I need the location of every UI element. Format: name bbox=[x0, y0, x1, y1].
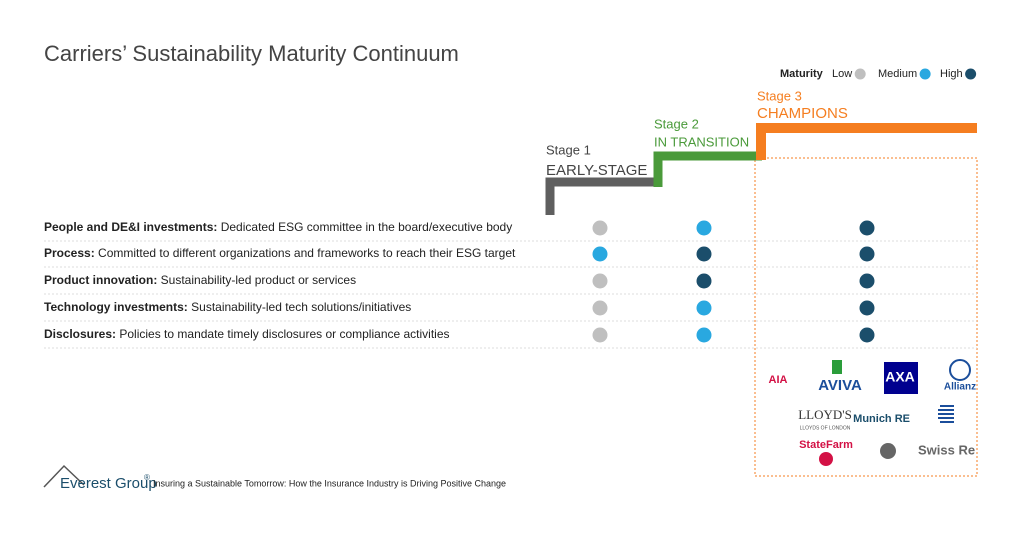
legend-swatch bbox=[854, 68, 866, 80]
logos: AIA AVIVA AXA Allianz LLOYD'S LLOYDS OF LONDO… bbox=[769, 359, 976, 466]
maturity-dot bbox=[859, 220, 875, 236]
aviva-icon bbox=[832, 360, 842, 374]
row-description: Dedicated ESG committee in the board/exe… bbox=[221, 220, 513, 234]
allianz-icon bbox=[949, 359, 971, 381]
row-description: Sustainability-led tech solutions/initia… bbox=[191, 300, 411, 314]
stage-step bbox=[545, 177, 662, 215]
row-description: Committed to different organizations and… bbox=[98, 246, 516, 260]
logo: Allianz bbox=[944, 382, 976, 393]
legend-item: Medium bbox=[878, 68, 917, 80]
maturity-dot bbox=[592, 220, 608, 236]
logo: Munich RE bbox=[853, 413, 910, 425]
maturity-dot bbox=[592, 273, 608, 289]
row-text: People and DE&I investments: Dedicated E… bbox=[44, 220, 512, 234]
maturity-dot bbox=[859, 300, 875, 316]
row-label: Product innovation: bbox=[44, 273, 157, 287]
maturity-dot bbox=[696, 300, 712, 316]
logo: AIA bbox=[769, 374, 788, 386]
swissre-icon bbox=[880, 443, 896, 459]
legend-swatch bbox=[919, 68, 931, 80]
row-description: Sustainability-led product or services bbox=[161, 273, 356, 287]
legend-label: Maturity bbox=[780, 68, 824, 80]
munich-icon bbox=[938, 405, 954, 423]
row-text: Technology investments: Sustainability-l… bbox=[44, 300, 411, 314]
stage-step bbox=[653, 151, 762, 187]
logo: AVIVA bbox=[818, 377, 862, 394]
maturity-dot bbox=[696, 327, 712, 343]
statefarm-icon bbox=[819, 452, 833, 466]
maturity-dot bbox=[592, 246, 608, 262]
maturity-dot bbox=[696, 220, 712, 236]
row-text: Process: Committed to different organiza… bbox=[44, 246, 516, 260]
maturity-dot bbox=[696, 246, 712, 262]
row-text: Product innovation: Sustainability-led p… bbox=[44, 273, 356, 287]
row-label: Process: bbox=[44, 246, 95, 260]
stage-name: EARLY-STAGE bbox=[546, 162, 647, 179]
footer-text: Insuring a Sustainable Tomorrow: How the… bbox=[153, 478, 506, 488]
row-text: Disclosures: Policies to mandate timely … bbox=[44, 327, 450, 341]
stage-step bbox=[756, 123, 977, 160]
logo: LLOYDS OF LONDON bbox=[800, 425, 851, 431]
row-label: Disclosures: bbox=[44, 327, 116, 341]
axa-badge bbox=[884, 362, 918, 394]
logo: AXA bbox=[885, 369, 915, 385]
maturity-dot bbox=[592, 300, 608, 316]
row-label: Technology investments: bbox=[44, 300, 188, 314]
logo: Swiss Re bbox=[918, 442, 975, 457]
maturity-dot bbox=[696, 273, 712, 289]
legend-item: Low bbox=[832, 68, 852, 80]
row-label: People and DE&I investments: bbox=[44, 220, 217, 234]
stage-name: CHAMPIONS bbox=[757, 105, 848, 122]
title: Carriers’ Sustainability Maturity Contin… bbox=[44, 41, 459, 66]
legend-swatch bbox=[965, 68, 977, 80]
logo: StateFarm bbox=[799, 439, 853, 451]
maturity-dot bbox=[859, 327, 875, 343]
stage-name: IN TRANSITION bbox=[654, 134, 749, 149]
champions-box bbox=[754, 157, 978, 477]
maturity-dot bbox=[592, 327, 608, 343]
stage-number: Stage 1 bbox=[546, 142, 591, 157]
legend-item: High bbox=[940, 68, 963, 80]
maturity-dot bbox=[859, 273, 875, 289]
stage-number: Stage 2 bbox=[654, 116, 699, 131]
footer-mark: ® bbox=[144, 473, 150, 482]
footer-brand: Everest Group bbox=[60, 475, 157, 492]
row-description: Policies to mandate timely disclosures o… bbox=[119, 327, 449, 341]
stage-number: Stage 3 bbox=[757, 88, 802, 103]
brand-icon bbox=[43, 464, 85, 488]
logo: LLOYD'S bbox=[798, 407, 852, 422]
maturity-dot bbox=[859, 246, 875, 262]
